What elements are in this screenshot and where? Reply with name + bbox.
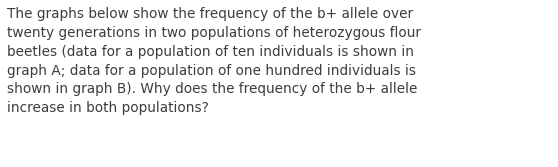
Text: The graphs below show the frequency of the b+ allele over
twenty generations in : The graphs below show the frequency of t… <box>7 7 421 115</box>
